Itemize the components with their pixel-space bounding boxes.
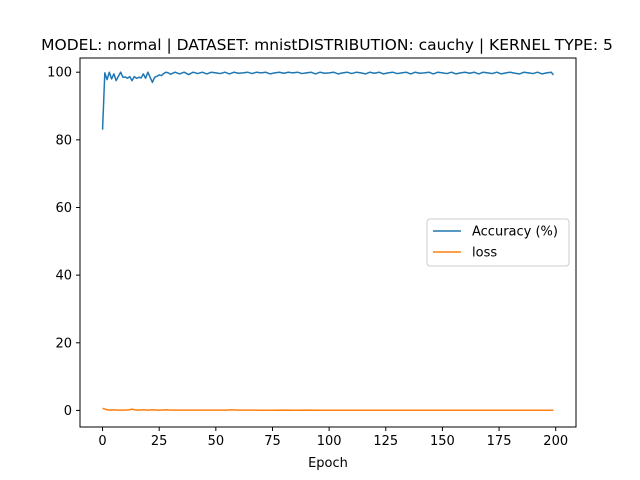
x-tick-label: 200 <box>543 434 568 449</box>
y-tick-label: 100 <box>47 66 72 81</box>
series-line-1 <box>102 407 554 412</box>
x-axis: 0 25 50 75 100 125 150 175 200 <box>98 427 568 449</box>
chart-title: MODEL: normal | DATASET: mnistDISTRIBUTI… <box>41 36 613 54</box>
series-line-0 <box>101 71 555 130</box>
y-tick-label: 40 <box>55 269 72 284</box>
y-tick-label: 20 <box>55 336 72 351</box>
x-tick-label: 0 <box>98 434 106 449</box>
x-tick-label: 25 <box>151 434 168 449</box>
legend-label-1: loss <box>472 246 497 261</box>
y-tick-label: 0 <box>64 404 72 419</box>
x-tick-label: 50 <box>208 434 225 449</box>
y-axis: 0 20 40 60 80 100 <box>47 66 80 419</box>
x-tick-label: 75 <box>264 434 281 449</box>
x-tick-label: 175 <box>487 434 512 449</box>
x-tick-label: 100 <box>317 434 342 449</box>
x-tick-label: 125 <box>373 434 398 449</box>
x-tick-label: 150 <box>430 434 455 449</box>
x-axis-label: Epoch <box>308 456 348 471</box>
y-tick-label: 80 <box>55 133 72 148</box>
plot-lines <box>101 71 555 412</box>
y-tick-label: 60 <box>55 201 72 216</box>
legend: Accuracy (%) loss <box>426 218 570 267</box>
plot-frame <box>79 57 577 428</box>
legend-box <box>426 218 570 267</box>
legend-label-0: Accuracy (%) <box>472 225 558 240</box>
